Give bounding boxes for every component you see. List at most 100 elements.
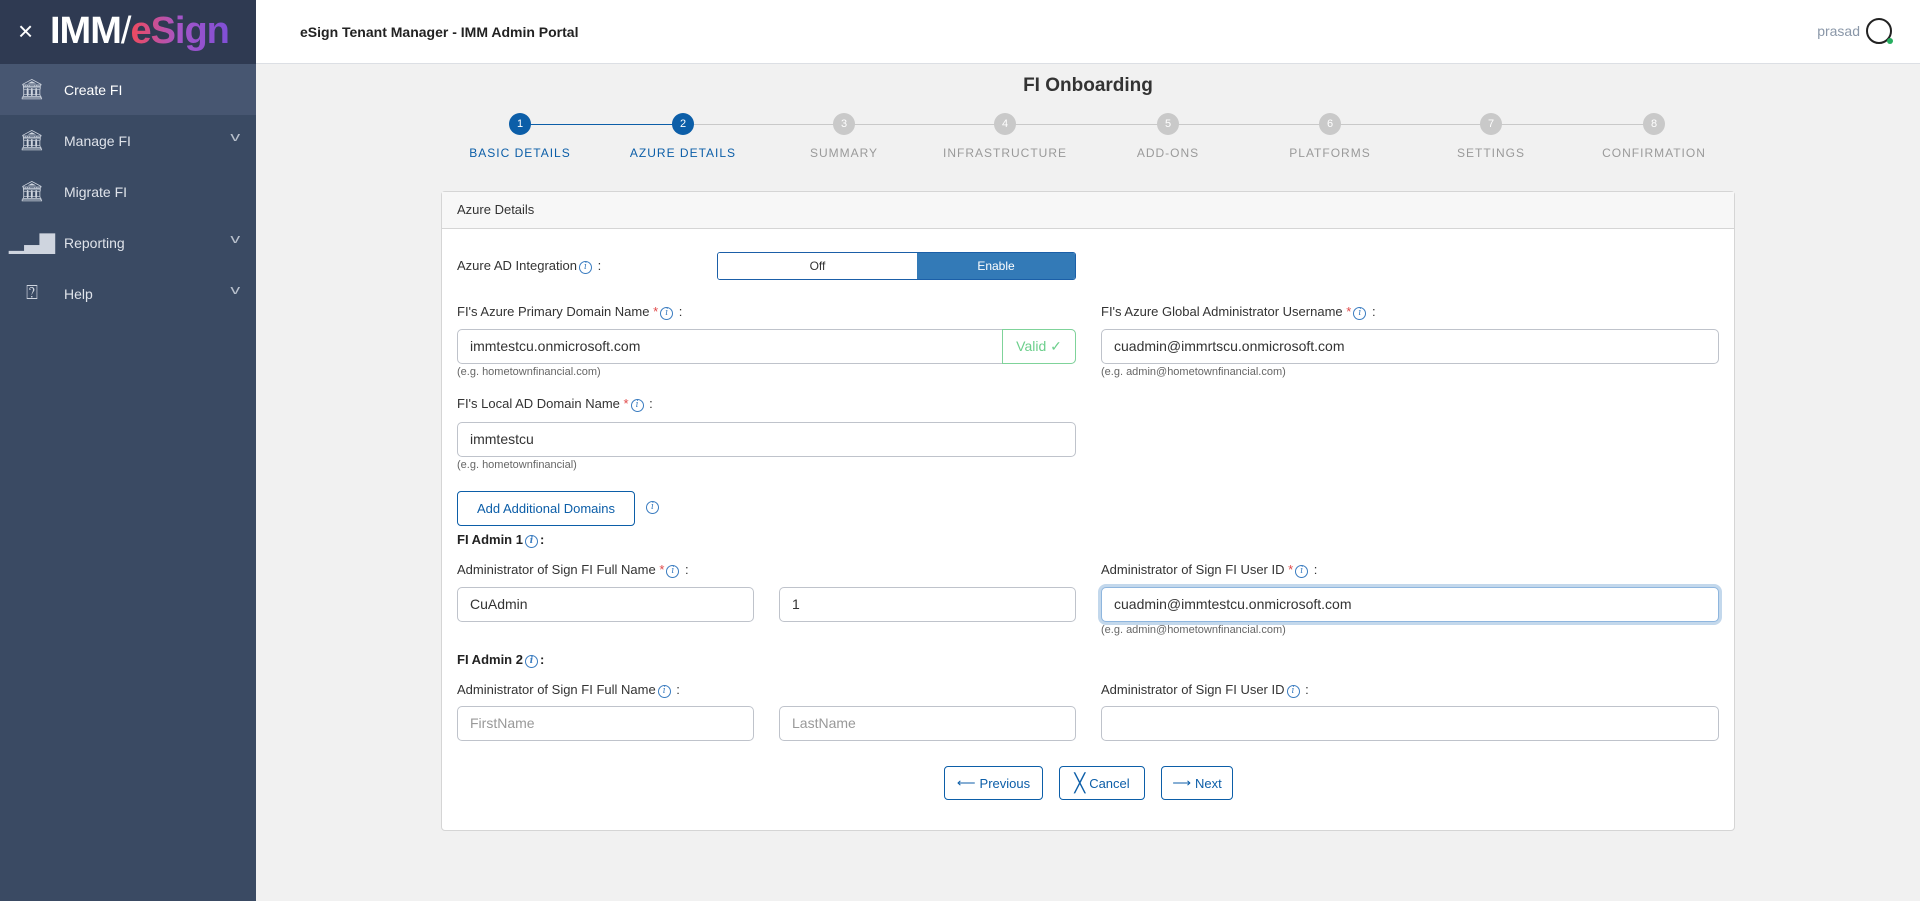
toggle-enable[interactable]: Enable [917, 253, 1075, 279]
step-summary[interactable]: 3 SUMMARY [779, 113, 909, 160]
admin2-last-name-input[interactable]: LastName [779, 706, 1076, 741]
admin1-first-name-input[interactable]: CuAdmin [457, 587, 754, 622]
button-label: Next [1194, 775, 1222, 791]
label-text: Administrator of Sign FI User ID [1101, 562, 1285, 577]
logo: IMM/eSign [50, 10, 230, 52]
close-icon: ╳ [1074, 772, 1086, 793]
info-icon[interactable]: i [1286, 685, 1300, 698]
bank-gear-icon: 🏛 [19, 130, 45, 152]
step-settings[interactable]: 7 SETTINGS [1426, 113, 1556, 160]
step-label: ADD-ONS [1136, 146, 1200, 160]
add-additional-domains-button[interactable]: Add Additional Domains [457, 491, 635, 526]
azure-ad-label: Azure AD Integration i : [457, 258, 602, 274]
stepper-line [520, 124, 683, 125]
arrow-left-icon: ⟵ [956, 775, 976, 790]
previous-button[interactable]: ⟵ Previous [944, 766, 1043, 800]
button-label: Cancel [1089, 775, 1130, 791]
sidebar-item-migrate-fi[interactable]: 🏛 Migrate FI [0, 166, 256, 217]
hint: (e.g. hometownfinancial.com) [457, 366, 601, 378]
global-admin-input[interactable]: cuadmin@immrtscu.onmicrosoft.com [1101, 329, 1719, 364]
sidebar-item-label: Migrate FI [64, 183, 128, 200]
step-label: SETTINGS [1456, 146, 1525, 160]
sidebar-item-manage-fi[interactable]: 🏛 Manage FI v [0, 115, 256, 166]
label-text: Administrator of Sign FI Full Name [457, 562, 656, 577]
arrow-right-icon: ⟶ [1172, 775, 1191, 790]
step-label: SUMMARY [809, 146, 879, 160]
step-add-ons[interactable]: 5 ADD-ONS [1103, 113, 1233, 160]
step-number: 1 [509, 113, 531, 135]
label-text: Administrator of Sign FI Full Name [457, 682, 656, 697]
header-title: eSign Tenant Manager - IMM Admin Portal [300, 24, 579, 40]
sidebar-item-reporting[interactable]: ▁▃▇ Reporting v [0, 217, 256, 268]
step-number: 5 [1157, 113, 1179, 135]
info-icon[interactable]: i [524, 655, 538, 668]
section-title: FI Admin 1 [457, 532, 523, 547]
admin1-last-name-input[interactable]: 1 [779, 587, 1076, 622]
sidebar-item-label: Create FI [64, 81, 123, 98]
username[interactable]: prasad [1817, 23, 1860, 39]
bank-arrow-icon: 🏛 [19, 181, 45, 203]
info-icon[interactable]: i [657, 685, 671, 698]
cancel-button[interactable]: ╳ Cancel [1059, 766, 1145, 800]
step-number: 6 [1319, 113, 1341, 135]
info-icon[interactable]: i [578, 261, 592, 274]
azure-details-card: Azure Details Azure AD Integration i : Of… [441, 191, 1735, 831]
info-icon[interactable]: i [524, 535, 538, 548]
top-header: eSign Tenant Manager - IMM Admin Portal … [256, 0, 1920, 64]
info-icon[interactable]: i [1295, 565, 1309, 578]
info-icon[interactable]: i [630, 399, 644, 412]
hint: (e.g. admin@hometownfinancial.com) [1101, 624, 1286, 636]
step-number: 8 [1643, 113, 1665, 135]
chevron-down-icon: v [229, 282, 240, 297]
admin1-id-label: Administrator of Sign FI User ID * i : [1101, 562, 1318, 578]
admin2-name-label: Administrator of Sign FI Full Name i : [457, 682, 680, 698]
step-number: 7 [1480, 113, 1502, 135]
sidebar-item-help[interactable]: ⍰ Help v [0, 268, 256, 319]
azure-ad-toggle: Off Enable [717, 252, 1076, 280]
sidebar-item-label: Reporting [64, 234, 125, 251]
step-label: PLATFORMS [1289, 146, 1371, 160]
step-label: CONFIRMATION [1602, 146, 1706, 160]
label-text: Azure AD Integration [457, 258, 577, 273]
primary-domain-input[interactable]: immtestcu.onmicrosoft.com [457, 329, 1076, 364]
admin2-first-name-input[interactable]: FirstName [457, 706, 754, 741]
hint: (e.g. admin@hometownfinancial.com) [1101, 366, 1286, 378]
local-domain-label: FI's Local AD Domain Name * i : [457, 396, 653, 412]
admin1-name-label: Administrator of Sign FI Full Name * i : [457, 562, 689, 578]
next-button[interactable]: ⟶ Next [1161, 766, 1233, 800]
bank-plus-icon: 🏛 [19, 79, 45, 101]
info-icon[interactable]: i [666, 565, 680, 578]
step-label: BASIC DETAILS [469, 146, 571, 160]
step-basic-details[interactable]: 1 BASIC DETAILS [455, 113, 585, 160]
admin1-user-id-input[interactable]: cuadmin@immtestcu.onmicrosoft.com [1101, 587, 1719, 622]
step-label: INFRASTRUCTURE [943, 146, 1067, 160]
button-label: Previous [979, 775, 1031, 791]
page-title: FI Onboarding [1023, 75, 1153, 96]
info-icon[interactable]: i [646, 501, 659, 514]
label-text: FI's Azure Primary Domain Name [457, 304, 650, 319]
valid-badge: Valid ✓ [1002, 329, 1076, 364]
info-icon[interactable]: i [660, 307, 674, 320]
user-avatar-icon[interactable] [1866, 18, 1893, 44]
toggle-off[interactable]: Off [718, 253, 917, 279]
step-number: 4 [994, 113, 1016, 135]
chevron-down-icon: v [229, 129, 240, 144]
hint: (e.g. hometownfinancial) [457, 459, 577, 471]
global-admin-label: FI's Azure Global Administrator Username… [1101, 304, 1376, 320]
admin2-id-label: Administrator of Sign FI User ID i : [1101, 682, 1309, 698]
step-infrastructure[interactable]: 4 INFRASTRUCTURE [940, 113, 1070, 160]
step-azure-details[interactable]: 2 AZURE DETAILS [618, 113, 748, 160]
primary-domain-label: FI's Azure Primary Domain Name * i : [457, 304, 683, 320]
section-title: FI Admin 2 [457, 652, 523, 667]
logo-bar: × IMM/eSign [0, 0, 256, 64]
step-confirmation[interactable]: 8 CONFIRMATION [1589, 113, 1719, 160]
card-title: Azure Details [442, 192, 1734, 229]
local-domain-input[interactable]: immtestcu [457, 422, 1076, 457]
close-icon[interactable]: × [18, 16, 34, 46]
admin2-user-id-input[interactable] [1101, 706, 1719, 741]
info-icon[interactable]: i [1353, 307, 1367, 320]
step-platforms[interactable]: 6 PLATFORMS [1265, 113, 1395, 160]
sidebar-item-create-fi[interactable]: 🏛 Create FI [0, 64, 256, 115]
label-text: FI's Local AD Domain Name [457, 396, 620, 411]
step-number: 3 [833, 113, 855, 135]
